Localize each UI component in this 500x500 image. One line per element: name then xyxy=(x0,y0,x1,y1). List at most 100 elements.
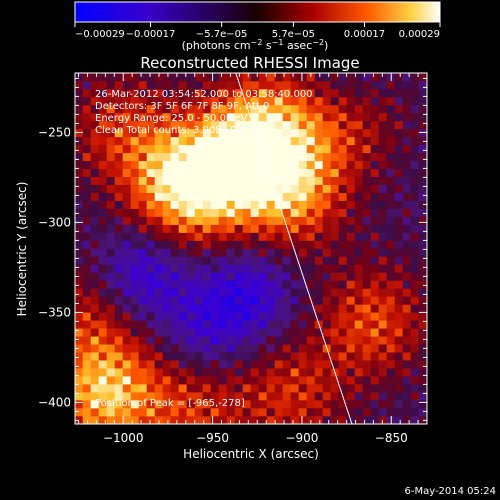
heatmap-cell xyxy=(258,232,268,241)
heatmap-cell xyxy=(282,168,292,178)
heatmap-cell xyxy=(130,319,140,329)
heatmap-cell xyxy=(98,73,108,82)
heatmap-cell xyxy=(242,168,252,178)
heatmap-cell xyxy=(338,216,348,225)
heatmap-cell xyxy=(330,335,340,345)
heatmap-cell xyxy=(75,304,84,313)
heatmap-cell xyxy=(250,288,260,297)
heatmap-cell xyxy=(130,264,140,273)
heatmap-cell xyxy=(154,73,164,82)
heatmap-cell xyxy=(330,224,340,233)
heatmap-cell xyxy=(234,312,244,321)
heatmap-cell xyxy=(282,144,292,154)
heatmap-cell xyxy=(370,407,380,417)
heatmap-cell xyxy=(234,112,244,122)
heatmap-cell xyxy=(122,104,132,114)
heatmap-cell xyxy=(130,200,140,209)
heatmap-cell xyxy=(322,80,332,90)
heatmap-cell xyxy=(418,351,427,361)
heatmap-cell xyxy=(346,208,356,217)
heatmap-cell xyxy=(162,144,172,154)
heatmap-cell xyxy=(154,112,164,122)
heatmap-cell xyxy=(218,407,228,417)
heatmap-cell xyxy=(202,240,212,249)
heatmap-cell xyxy=(146,200,156,209)
heatmap-cell xyxy=(394,256,404,265)
heatmap-cell xyxy=(154,367,164,377)
heatmap-cell xyxy=(114,319,124,329)
heatmap-cell xyxy=(290,240,300,249)
heatmap-cell xyxy=(346,351,356,361)
heatmap-cell xyxy=(226,248,236,257)
heatmap-cell xyxy=(114,168,124,178)
heatmap-cell xyxy=(194,351,204,361)
heatmap-cell xyxy=(98,312,108,321)
heatmap-cell xyxy=(330,272,340,281)
heatmap-cell xyxy=(362,343,372,353)
heatmap-cell xyxy=(306,351,316,361)
heatmap-cell xyxy=(186,96,196,106)
heatmap-cell xyxy=(250,304,260,313)
heatmap-cell xyxy=(298,184,308,193)
heatmap-cell xyxy=(378,367,388,377)
heatmap-cell xyxy=(98,375,108,385)
heatmap-cell xyxy=(306,415,316,424)
heatmap-cell xyxy=(386,192,396,201)
heatmap-cell xyxy=(250,343,260,353)
heatmap-cell xyxy=(210,192,220,201)
heatmap-cell xyxy=(202,256,212,265)
heatmap-cell xyxy=(354,391,364,401)
heatmap-cell xyxy=(178,256,188,265)
heatmap-cell xyxy=(354,112,364,122)
heatmap-cell xyxy=(234,343,244,353)
heatmap-cell xyxy=(130,136,140,146)
heatmap-cell xyxy=(122,383,132,393)
heatmap-cell xyxy=(106,112,116,122)
heatmap-cell xyxy=(346,216,356,225)
heatmap-cell xyxy=(354,240,364,249)
heatmap-cell xyxy=(226,216,236,225)
heatmap-cell xyxy=(154,144,164,154)
heatmap-cell xyxy=(98,192,108,201)
heatmap-cell xyxy=(170,280,180,289)
heatmap-cell xyxy=(386,367,396,377)
heatmap-cell xyxy=(274,80,284,90)
heatmap-cell xyxy=(106,240,116,249)
heatmap-cell xyxy=(114,343,124,353)
heatmap-cell xyxy=(258,375,268,385)
heatmap-cell xyxy=(130,73,140,82)
heatmap-cell xyxy=(338,264,348,273)
heatmap-cell xyxy=(234,335,244,345)
heatmap-cell xyxy=(162,208,172,217)
heatmap-cell xyxy=(250,152,260,162)
heatmap-cell xyxy=(266,104,276,114)
heatmap-cell xyxy=(242,375,252,385)
heatmap-cell xyxy=(394,184,404,193)
heatmap-cell xyxy=(218,232,228,241)
heatmap-cell xyxy=(194,367,204,377)
heatmap-cell xyxy=(362,248,372,257)
heatmap-cell xyxy=(346,391,356,401)
heatmap-cell xyxy=(346,280,356,289)
heatmap-cell xyxy=(98,415,108,424)
heatmap-cell xyxy=(130,232,140,241)
heatmap-cell xyxy=(362,415,372,424)
heatmap-cell xyxy=(314,280,324,289)
heatmap-cell xyxy=(378,248,388,257)
heatmap-cell xyxy=(162,280,172,289)
heatmap-cell xyxy=(178,232,188,241)
heatmap-cell xyxy=(274,160,284,170)
heatmap-cell xyxy=(362,264,372,273)
heatmap-cell xyxy=(290,136,300,146)
heatmap-cell xyxy=(338,208,348,217)
heatmap-cell xyxy=(130,327,140,337)
heatmap-cell xyxy=(186,128,196,138)
heatmap-cell xyxy=(178,248,188,257)
heatmap-cell xyxy=(130,152,140,162)
heatmap-cell xyxy=(250,208,260,217)
heatmap-cell xyxy=(266,200,276,209)
heatmap-cell xyxy=(82,256,92,265)
heatmap-cell xyxy=(146,88,156,98)
heatmap-cell xyxy=(82,120,92,130)
heatmap-cell xyxy=(98,399,108,409)
